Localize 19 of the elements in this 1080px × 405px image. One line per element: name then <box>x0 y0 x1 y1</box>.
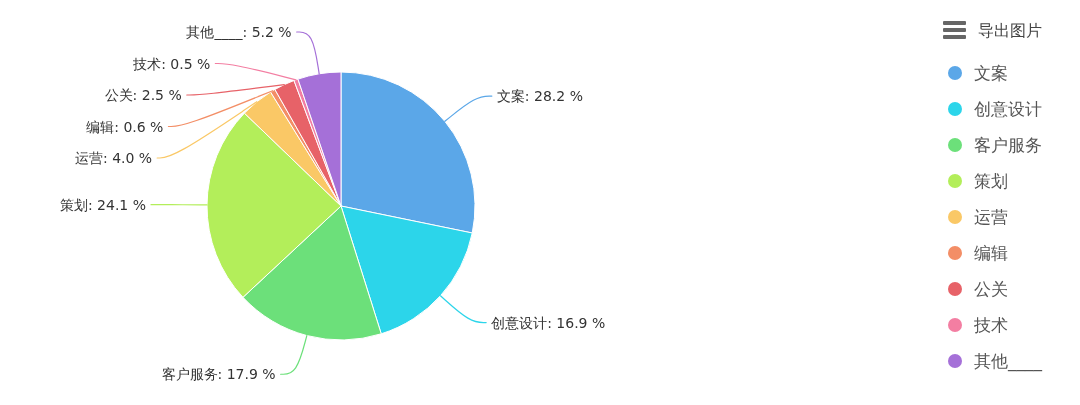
legend-label: 文案 <box>974 63 1008 83</box>
legend-label: 客户服务 <box>974 135 1042 155</box>
legend-label: 创意设计 <box>974 99 1042 119</box>
legend-label: 运营 <box>974 207 1008 227</box>
data-label: 运营: 4.0 % <box>74 150 153 166</box>
data-label: 客户服务: 17.9 % <box>161 366 276 383</box>
legend-label: 公关 <box>974 279 1008 299</box>
data-label: 其他____: 5.2 % <box>186 24 292 40</box>
legend-label: 策划 <box>974 171 1008 191</box>
data-label: 创意设计: 16.9 % <box>491 314 606 331</box>
data-label: 编辑: 0.6 % <box>86 118 164 135</box>
data-label: 文案: 28.2 % <box>496 88 583 105</box>
data-label: 技术: 0.5 % <box>132 55 211 72</box>
legend-label: 技术 <box>973 315 1008 335</box>
data-label: 策划: 24.1 % <box>59 196 147 213</box>
legend-label: 其他____ <box>974 351 1043 372</box>
data-label: 公关: 2.5 % <box>104 87 182 103</box>
legend-label: 编辑 <box>974 243 1008 263</box>
text: 导出图片 <box>978 20 1042 40</box>
